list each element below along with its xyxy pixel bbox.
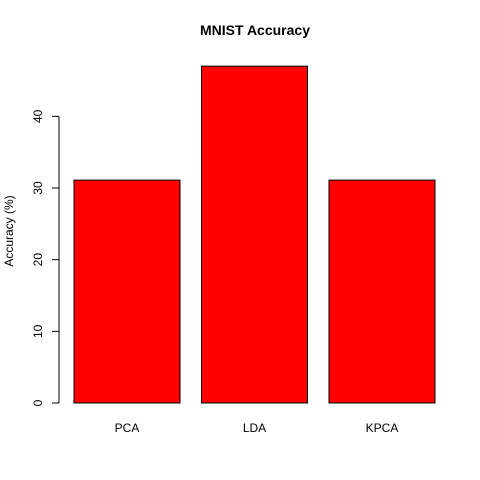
y-axis: 0 10 20 30 40 <box>31 109 60 406</box>
bar-lda <box>201 65 308 404</box>
chart-title: MNIST Accuracy <box>200 22 310 38</box>
x-tick-label-pca: PCA <box>115 421 140 435</box>
x-tick-label-kpca: KPCA <box>366 421 399 435</box>
y-tick-label-20: 20 <box>31 253 45 267</box>
y-tick-label-10: 10 <box>31 324 45 338</box>
y-axis-label: Accuracy (%) <box>2 195 16 266</box>
x-category-labels: PCA LDA KPCA <box>115 421 399 435</box>
bar-kpca <box>328 179 436 404</box>
bars-group <box>73 65 436 404</box>
bar-pca <box>73 179 181 404</box>
y-tick-label-40: 40 <box>31 109 45 123</box>
y-tick-label-0: 0 <box>31 399 45 406</box>
x-tick-label-lda: LDA <box>243 421 266 435</box>
y-tick-label-30: 30 <box>31 181 45 195</box>
